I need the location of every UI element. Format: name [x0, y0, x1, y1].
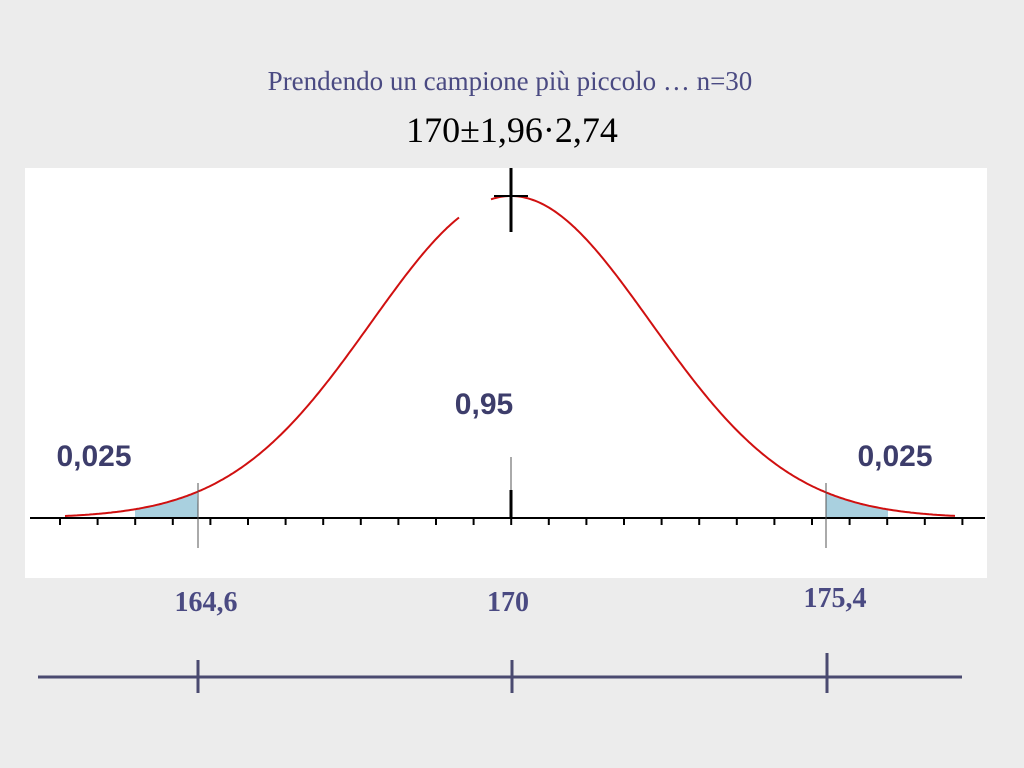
slide-title: Prendendo un campione più piccolo … n=30: [268, 66, 753, 96]
formula: 170±1,96·2,74: [406, 110, 618, 150]
density-curve: [490, 195, 956, 517]
area-label: 0,025: [56, 440, 131, 473]
density-curve: [64, 216, 460, 517]
curve-layer: [59, 195, 964, 525]
interval-label: 164,6: [175, 587, 238, 618]
interval-label: 175,4: [804, 583, 867, 614]
area-label: 0,025: [857, 440, 932, 473]
area-label: 0,95: [455, 388, 513, 421]
interval-label: 170: [487, 587, 529, 618]
